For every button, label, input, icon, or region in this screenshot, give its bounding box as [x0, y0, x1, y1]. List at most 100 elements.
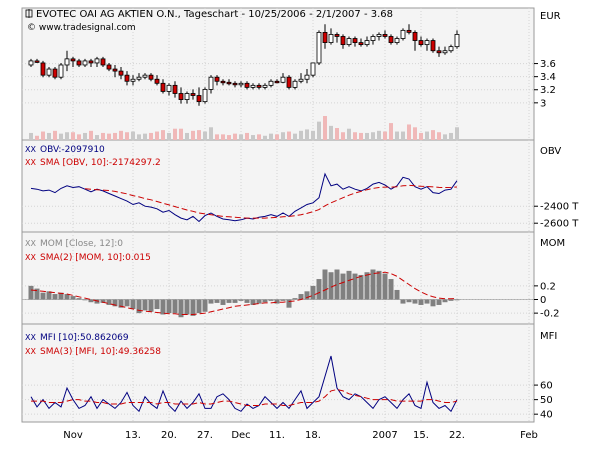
candle-body [352, 38, 358, 43]
mom-bar [46, 291, 52, 300]
copyright-text: © www.tradesignal.com [27, 23, 136, 33]
candle-body [334, 34, 340, 37]
mom-bar [430, 299, 436, 307]
mom-bar [262, 299, 268, 303]
mfi-axis-label: MFI [540, 331, 557, 342]
candle-body [172, 84, 178, 94]
candle-body [286, 76, 292, 88]
candle-body [382, 34, 388, 37]
candle-body [250, 84, 256, 88]
volume-bar [161, 130, 165, 140]
candle-body [88, 60, 94, 64]
volume-bar [53, 130, 57, 140]
candle-body [256, 84, 262, 88]
y-tick-label: 0 [540, 295, 546, 306]
candle-body [46, 68, 52, 76]
candle-body [34, 60, 40, 63]
mfi-sma-icon[interactable]: XX [25, 347, 36, 356]
mom-bar [442, 299, 448, 303]
mom-bar [268, 299, 274, 301]
candle-body [346, 38, 352, 46]
mom-bar [340, 273, 346, 300]
candle-body [292, 80, 298, 88]
volume-bar [191, 130, 195, 140]
volume-bar [371, 132, 375, 140]
price-panel[interactable] [21, 7, 535, 141]
candle-body [112, 68, 118, 72]
mom-bar [166, 299, 172, 314]
mom-bar [76, 298, 82, 300]
candle-body [40, 62, 46, 76]
volume-bar [365, 132, 369, 140]
mom-bar [274, 299, 280, 304]
obv-lines [30, 172, 458, 223]
obv-sma-icon[interactable]: XX [25, 158, 36, 167]
volume-bar [137, 134, 141, 140]
mfi-series-label: MFI [10]:50.862069 [40, 333, 129, 343]
volume-bars [29, 116, 459, 140]
mfi-series-icon[interactable]: XX [25, 333, 36, 342]
x-axis-ticks: Nov 13. 20. 27. Dec 11. 18. 2007 15. 22. Feb [63, 430, 538, 441]
mom-bar [250, 299, 256, 305]
mom-bar [310, 285, 316, 300]
price-legend: EVOTEC OAI AG AKTIEN O.N., Tageschart - … [25, 9, 561, 33]
mom-bar [106, 299, 112, 305]
mom-sma-icon[interactable]: XX [25, 253, 36, 262]
mom-bar [280, 299, 286, 301]
y-tick-label: 60 [540, 381, 553, 392]
mom-bar [316, 279, 322, 300]
volume-bar [311, 130, 315, 140]
volume-bar [431, 130, 435, 140]
mom-bar [454, 299, 460, 301]
candle-body [436, 50, 442, 54]
y-tick-label: 40 [540, 410, 553, 421]
obv-line [30, 172, 458, 223]
volume-bar [245, 132, 249, 140]
volume-bar [269, 133, 273, 140]
obv-sma-label: SMA [OBV, 10]:-2174297.2 [40, 158, 161, 168]
volume-bar [305, 129, 309, 140]
candle-body [388, 36, 394, 43]
mom-bar [232, 299, 238, 303]
candle-body [448, 46, 454, 52]
mom-bar [64, 294, 70, 300]
candle-body [280, 76, 286, 83]
x-tick-label: 2007 [372, 430, 397, 441]
volume-bar [155, 131, 159, 140]
obv-series-icon[interactable]: XX [25, 145, 36, 154]
candle-body [184, 93, 190, 100]
candle-body [454, 34, 460, 48]
volume-bar [257, 134, 261, 140]
candle-body [64, 58, 70, 66]
mom-bar [400, 299, 406, 304]
candle-body [160, 82, 166, 92]
obv-panel[interactable] [21, 139, 535, 233]
volume-bar [179, 128, 183, 140]
y-axis-ticks: 3 3.2 3.4 3.6 -2400 T -2600 T 0.2 0 -0.2 60 50 40 [534, 59, 579, 421]
mom-bar [436, 299, 442, 305]
x-tick-label: 15. [413, 430, 429, 441]
y-tick-label: -2400 T [540, 202, 579, 213]
x-tick-label: 13. [125, 430, 141, 441]
mom-series-icon[interactable]: XX [25, 239, 36, 248]
volume-bar [251, 135, 255, 140]
mom-panel[interactable] [21, 231, 535, 325]
candle-body [412, 32, 418, 41]
volume-bar [359, 132, 363, 140]
mom-bar [424, 299, 430, 304]
mfi-panel[interactable] [21, 323, 535, 423]
candle-body [118, 70, 124, 76]
x-tick-label: 18. [305, 430, 321, 441]
mfi-line [30, 355, 458, 413]
mom-bar [208, 299, 214, 304]
candle-body [124, 74, 130, 82]
x-tick-label: Feb [520, 430, 538, 441]
volume-bar [167, 132, 171, 140]
mom-bar [214, 299, 220, 303]
volume-bar [221, 134, 225, 140]
volume-bar [341, 132, 345, 140]
candle-body [52, 68, 58, 78]
x-tick-label: Dec [231, 430, 250, 441]
